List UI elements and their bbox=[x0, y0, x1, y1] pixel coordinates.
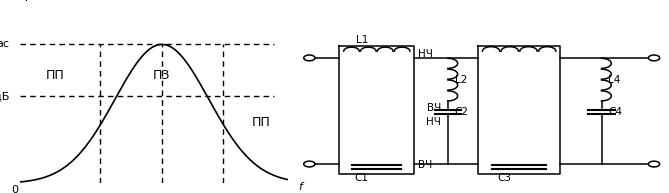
Text: L2: L2 bbox=[455, 75, 467, 85]
Text: НЧ: НЧ bbox=[426, 117, 442, 127]
Text: ВЧ: ВЧ bbox=[418, 160, 432, 170]
Text: ПП: ПП bbox=[45, 69, 64, 82]
Text: L1: L1 bbox=[356, 35, 368, 45]
Text: 3дБ: 3дБ bbox=[0, 91, 9, 102]
Text: L4: L4 bbox=[608, 75, 621, 85]
Text: C3: C3 bbox=[497, 173, 511, 183]
Text: C1: C1 bbox=[355, 173, 369, 183]
Text: C2: C2 bbox=[455, 107, 469, 117]
Text: ПП: ПП bbox=[252, 116, 270, 129]
Text: НЧ: НЧ bbox=[418, 49, 433, 59]
Text: C4: C4 bbox=[608, 107, 622, 117]
Text: f: f bbox=[298, 182, 302, 192]
Text: ПЗ: ПЗ bbox=[153, 69, 171, 82]
Text: 0: 0 bbox=[11, 185, 18, 193]
Text: aс: aс bbox=[0, 39, 9, 49]
Text: ВЧ: ВЧ bbox=[427, 103, 442, 113]
Text: aр: aр bbox=[19, 0, 32, 1]
